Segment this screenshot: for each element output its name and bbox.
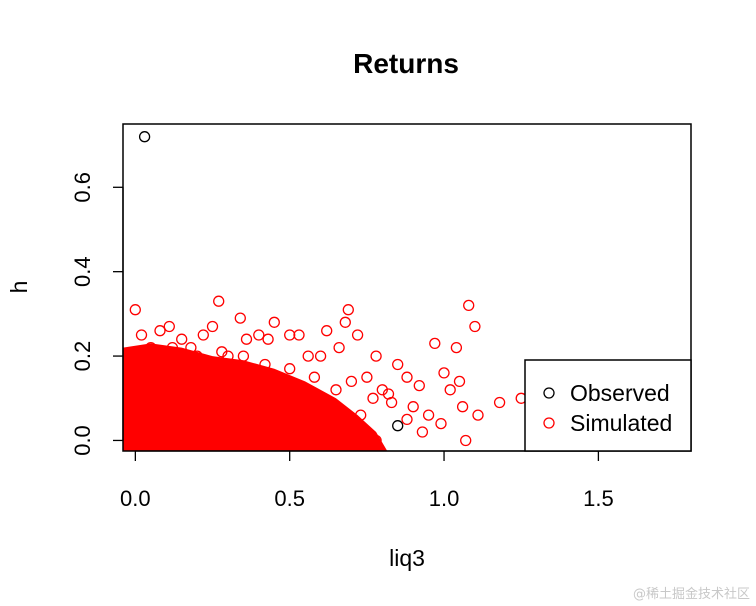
simulated-point-37 [438,367,450,379]
simulated-point-64 [142,434,154,447]
simulated-point-42 [469,320,481,333]
watermark: @稀土掘金技术社区 [632,587,750,602]
simulated-point-49 [401,413,413,426]
x-axis: 0.0 0.5 1.0 1.5 [120,450,614,511]
y-axis-label: h [6,281,32,294]
legend-marker-simulated [543,417,555,429]
y-axis: 0.0 0.2 0.4 0.6 [70,172,124,456]
simulated-point-69 [299,434,311,447]
simulated-point-55 [284,363,296,375]
y-tick-label-1: 0.2 [70,341,95,372]
simulated-point-38 [444,384,456,396]
y-tick-label-3: 0.6 [70,172,95,203]
simulated-point-61 [148,350,160,362]
simulated-point-56 [259,358,271,371]
simulated-point-4 [163,320,175,333]
simulated-point-5 [176,333,188,345]
simulated-point-53 [330,384,342,396]
simulated-point-63 [132,413,145,426]
simulated-point-68 [247,430,259,442]
simulated-point-27 [370,350,382,362]
simulated-point-22 [342,304,354,316]
simulated-point-0 [129,304,141,316]
legend: Observed Simulated [524,359,692,452]
x-tick-label-1: 0.5 [274,486,305,511]
simulated-point-19 [314,350,327,362]
simulated-point-60 [166,341,179,354]
chart-title: Returns [353,48,459,79]
simulated-point-44 [460,434,472,447]
simulated-point-45 [453,375,466,388]
legend-label-simulated: Simulated [570,410,672,436]
observed-point-0 [138,131,151,143]
simulated-point-30 [392,358,404,371]
simulated-point-20 [321,325,333,337]
y-tick-label-0: 0.0 [70,425,95,456]
simulated-point-71 [370,434,382,447]
simulated-point-62 [138,358,151,371]
legend-box [524,359,692,452]
simulated-point-39 [450,341,463,354]
simulated-point-41 [463,299,475,312]
legend-label-observed: Observed [570,380,670,406]
legend-marker-observed [543,387,555,399]
simulated-point-58 [216,346,228,358]
simulated-point-35 [429,337,441,350]
simulated-point-26 [361,371,373,383]
simulated-point-17 [293,329,305,341]
simulated-point-51 [367,392,379,404]
simulated-point-50 [385,396,398,409]
simulated-point-13 [253,329,265,341]
simulated-dense-region [123,343,388,451]
simulated-point-48 [416,426,429,438]
simulated-point-43 [472,409,484,421]
x-tick-label-3: 1.5 [583,486,614,511]
simulated-point-9 [213,295,225,307]
simulated-point-67 [209,434,222,447]
simulated-point-31 [401,371,413,383]
simulated-point-40 [456,401,469,413]
simulated-point-24 [351,329,364,341]
simulated-point-3 [154,325,166,337]
simulated-point-8 [206,320,219,333]
y-tick-label-2: 0.4 [70,256,95,287]
simulated-point-33 [413,379,425,392]
simulated-point-14 [262,333,274,345]
simulated-point-7 [197,329,209,341]
x-tick-label-0: 0.0 [120,486,151,511]
x-axis-label: liq3 [389,545,425,571]
simulated-point-52 [355,409,367,421]
simulated-point-1 [135,329,148,341]
simulated-point-65 [160,426,172,438]
simulated-point-11 [234,312,246,324]
simulated-point-36 [435,417,447,430]
simulated-point-16 [284,329,296,341]
simulated-point-66 [185,430,197,442]
simulated-point-6 [185,341,197,354]
simulated-point-70 [339,430,351,442]
x-tick-label-2: 1.0 [429,486,460,511]
simulated-point-59 [191,350,203,362]
simulated-point-32 [407,401,419,413]
simulated-point-15 [268,316,280,328]
simulated-point-23 [339,316,351,328]
observed-point-1 [392,420,404,432]
simulated-point-25 [345,375,358,388]
simulated-point-18 [302,350,314,362]
simulated-point-21 [333,341,345,354]
simulated-point-46 [493,396,506,409]
simulated-point-54 [308,371,321,383]
simulated-point-34 [422,409,435,421]
simulated-point-12 [240,333,253,345]
simulated-point-57 [237,350,250,362]
